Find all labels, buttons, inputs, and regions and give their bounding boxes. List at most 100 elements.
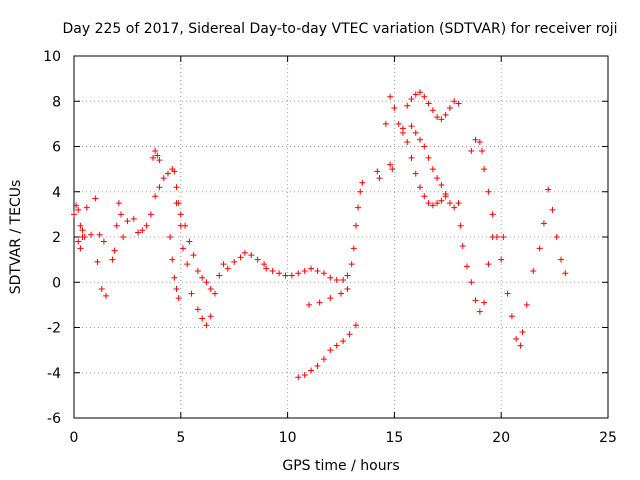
data-point [425, 200, 432, 207]
data-point [389, 166, 396, 173]
data-point [481, 299, 488, 306]
y-tick-label: 2 [52, 230, 61, 246]
data-point [288, 272, 295, 279]
data-point [179, 245, 186, 252]
data-point [98, 286, 105, 293]
grid [74, 56, 608, 418]
data-point [73, 202, 80, 209]
data-point [167, 234, 174, 240]
y-tick-labels: -6 -4 -2 0 2 4 6 8 10 [43, 49, 61, 427]
data-point [357, 188, 364, 195]
data-point [429, 202, 436, 209]
data-point [314, 362, 321, 369]
data-point [391, 105, 398, 112]
data-point [100, 238, 107, 245]
data-point [327, 274, 334, 281]
data-point [135, 229, 142, 236]
data-point [188, 290, 195, 297]
data-point [117, 211, 124, 218]
data-point [305, 301, 312, 308]
data-point [493, 234, 500, 240]
data-point [338, 290, 344, 297]
data-point [344, 272, 351, 279]
data-point [472, 297, 479, 304]
data-point [350, 245, 357, 252]
data-point [203, 322, 210, 329]
data-point [211, 290, 218, 297]
data-point [348, 261, 355, 268]
data-point [412, 170, 419, 177]
data-point [352, 222, 359, 229]
data-point [320, 270, 327, 277]
data-point [269, 267, 276, 274]
y-tick-label: 4 [52, 185, 61, 201]
data-point [160, 175, 167, 182]
data-point [301, 372, 308, 379]
data-point [75, 238, 82, 245]
x-tick-label: 5 [176, 430, 185, 446]
data-point [139, 227, 146, 234]
data-point [177, 211, 184, 218]
data-point [94, 258, 101, 265]
data-point [355, 204, 362, 211]
data-point [199, 274, 206, 281]
data-point [438, 116, 445, 123]
data-point [481, 166, 488, 173]
data-point [545, 186, 552, 193]
data-point [429, 166, 436, 173]
data-point [468, 148, 475, 155]
data-point [156, 157, 163, 164]
data-point [442, 111, 449, 118]
data-point [500, 234, 507, 240]
data-point [340, 338, 347, 345]
data-point [96, 231, 103, 238]
data-point [147, 211, 154, 218]
data-points [71, 89, 569, 381]
data-point [295, 270, 302, 277]
y-tick-label: -6 [47, 411, 61, 427]
data-point [434, 175, 441, 182]
data-point [171, 168, 178, 175]
data-point [169, 256, 176, 263]
data-point [498, 256, 505, 263]
data-point [457, 222, 464, 229]
data-point [519, 329, 526, 336]
data-point [231, 258, 238, 265]
data-point [83, 204, 90, 211]
data-point [517, 342, 524, 349]
data-point [207, 313, 214, 320]
data-point [558, 256, 565, 263]
data-point [549, 206, 556, 213]
data-point [120, 234, 127, 240]
data-point [421, 93, 428, 100]
data-point [513, 335, 520, 342]
data-point [164, 170, 171, 177]
data-point [254, 256, 261, 263]
data-point [248, 252, 255, 259]
data-point [301, 267, 308, 274]
x-tick-label: 10 [279, 430, 297, 446]
data-point [553, 234, 560, 240]
data-point [203, 279, 210, 286]
y-tick-label: -2 [47, 321, 61, 337]
data-point [220, 261, 227, 268]
y-tick-label: 6 [52, 140, 61, 156]
data-point [504, 290, 511, 297]
data-point [156, 184, 163, 191]
data-point [130, 215, 137, 222]
data-point [374, 168, 381, 175]
data-point [404, 102, 411, 109]
data-point [346, 331, 353, 338]
data-point [485, 261, 492, 268]
data-point [412, 91, 419, 98]
data-point [451, 98, 458, 105]
data-point [417, 89, 424, 96]
data-point [395, 120, 402, 127]
data-point [207, 286, 214, 293]
x-tick-label: 0 [70, 430, 79, 446]
data-point [308, 367, 315, 374]
data-point [79, 227, 86, 234]
x-tick-labels: 0 5 10 15 20 25 [70, 430, 617, 446]
data-point [316, 299, 323, 306]
data-point [478, 148, 485, 155]
